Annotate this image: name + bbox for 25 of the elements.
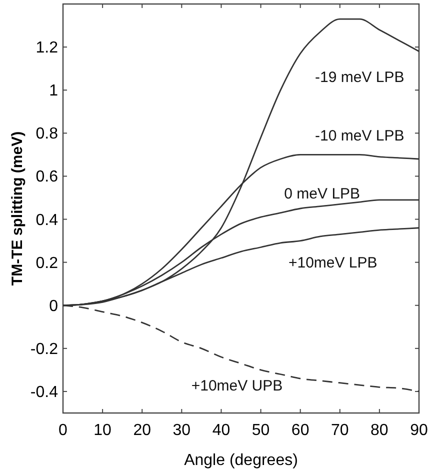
series-label: -19 meV LPB xyxy=(315,69,404,86)
y-axis-title: TM-TE splitting (meV) xyxy=(9,131,26,286)
x-tick-label: 20 xyxy=(133,422,152,439)
y-tick-label: 0.6 xyxy=(36,168,58,186)
series-label: +10meV UPB xyxy=(191,377,283,394)
x-tick-label: 80 xyxy=(370,422,388,439)
y-tick-label: 1 xyxy=(49,82,58,100)
x-tick-label: 60 xyxy=(291,422,310,439)
x-axis-title: Angle (degrees) xyxy=(184,452,298,469)
y-tick-label: 0 xyxy=(49,298,58,315)
y-tick-label: 1.2 xyxy=(36,40,58,57)
y-tick-label: -0.2 xyxy=(30,340,58,358)
x-tick-label: 40 xyxy=(212,422,230,439)
y-tick-label: 0.2 xyxy=(36,254,58,272)
series-label: -10 meV LPB xyxy=(315,128,404,145)
series-label: +10meV LPB xyxy=(288,254,378,272)
y-tick-label: 0.8 xyxy=(36,126,58,143)
x-tick-label: 10 xyxy=(94,422,112,439)
series-label: 0 meV LPB xyxy=(284,185,360,202)
x-tick-label: 30 xyxy=(172,422,191,439)
y-tick-label: 0.4 xyxy=(36,212,58,229)
x-tick-label: 70 xyxy=(330,422,349,439)
x-tick-label: 50 xyxy=(252,422,270,439)
y-tick-label: -0.4 xyxy=(30,384,58,401)
x-tick-label: 90 xyxy=(410,422,428,439)
